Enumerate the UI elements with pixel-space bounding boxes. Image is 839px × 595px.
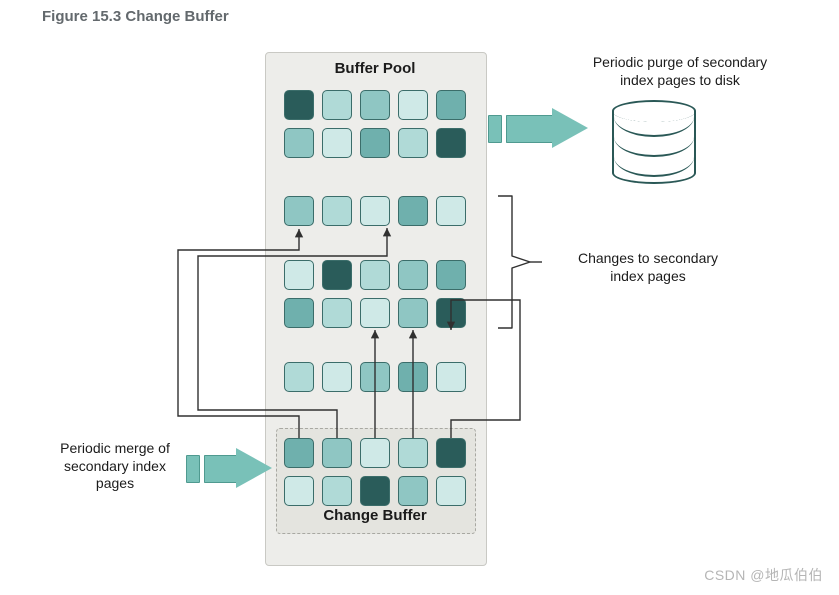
page-cell [398, 476, 428, 506]
page-cell [322, 298, 352, 328]
page-row [284, 90, 466, 120]
page-row [284, 260, 466, 290]
page-row [284, 362, 466, 392]
page-cell [322, 260, 352, 290]
page-cell [398, 438, 428, 468]
page-cell [322, 196, 352, 226]
page-cell [322, 476, 352, 506]
buffer-pool-label: Buffer Pool [265, 60, 485, 77]
page-cell [360, 298, 390, 328]
page-cell [360, 438, 390, 468]
database-icon [612, 100, 696, 184]
page-cell [360, 128, 390, 158]
page-cell [436, 128, 466, 158]
change-buffer-label: Change Buffer [276, 507, 474, 524]
purge-label: Periodic purge of secondaryindex pages t… [570, 54, 790, 89]
page-cell [322, 128, 352, 158]
page-cell [284, 196, 314, 226]
page-cell [284, 260, 314, 290]
page-row [284, 438, 466, 468]
page-cell [284, 128, 314, 158]
page-cell [398, 90, 428, 120]
page-cell [436, 298, 466, 328]
purge-arrow-icon [488, 108, 588, 148]
page-cell [398, 128, 428, 158]
page-cell [436, 362, 466, 392]
watermark-text: CSDN @地瓜伯伯 [704, 565, 823, 585]
page-cell [398, 362, 428, 392]
page-cell [360, 196, 390, 226]
page-row [284, 476, 466, 506]
merge-arrow-icon [186, 448, 272, 488]
page-cell [322, 438, 352, 468]
page-cell [398, 260, 428, 290]
page-cell [360, 362, 390, 392]
figure-title: Figure 15.3 Change Buffer [42, 8, 229, 25]
page-cell [436, 476, 466, 506]
page-cell [398, 196, 428, 226]
page-cell [436, 196, 466, 226]
changes-label: Changes to secondaryindex pages [548, 250, 748, 285]
page-cell [284, 298, 314, 328]
page-cell [284, 438, 314, 468]
page-cell [322, 90, 352, 120]
page-cell [360, 260, 390, 290]
page-cell [284, 476, 314, 506]
page-row [284, 298, 466, 328]
page-cell [322, 362, 352, 392]
page-row [284, 196, 466, 226]
page-cell [436, 260, 466, 290]
page-cell [436, 438, 466, 468]
page-cell [360, 476, 390, 506]
page-row [284, 128, 466, 158]
merge-label: Periodic merge ofsecondary indexpages [40, 440, 190, 493]
page-cell [436, 90, 466, 120]
page-cell [360, 90, 390, 120]
page-cell [284, 362, 314, 392]
page-cell [398, 298, 428, 328]
page-cell [284, 90, 314, 120]
